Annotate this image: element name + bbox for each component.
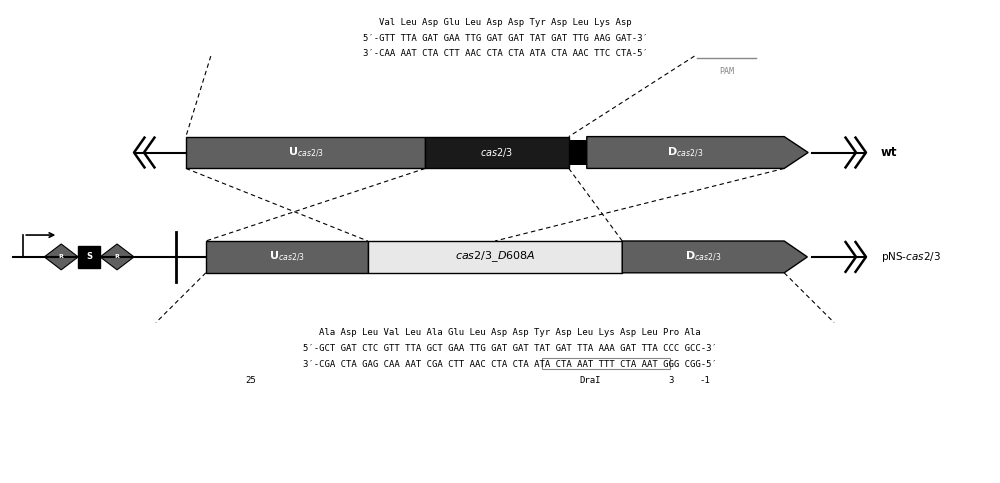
FancyBboxPatch shape — [186, 137, 425, 169]
Text: $\mathit{cas2/3}$: $\mathit{cas2/3}$ — [480, 146, 514, 159]
Polygon shape — [100, 244, 134, 270]
Text: Ala Asp Leu Val Leu Ala Glu Leu Asp Asp Tyr Asp Leu Lys Asp Leu Pro Ala: Ala Asp Leu Val Leu Ala Glu Leu Asp Asp … — [319, 328, 701, 337]
Polygon shape — [587, 137, 808, 169]
Text: 5′-GCT GAT CTC GTT TTA GCT GAA TTG GAT GAT TAT GAT TTA AAA GAT TTA CCC GCC-3′: 5′-GCT GAT CTC GTT TTA GCT GAA TTG GAT G… — [303, 344, 717, 353]
Text: U$_{\mathit{cas2/3}}$: U$_{\mathit{cas2/3}}$ — [269, 250, 305, 264]
Text: DraI: DraI — [579, 376, 601, 384]
Polygon shape — [44, 244, 78, 270]
Text: D$_{\mathit{cas2/3}}$: D$_{\mathit{cas2/3}}$ — [667, 145, 704, 159]
Text: PAM: PAM — [719, 67, 734, 76]
FancyBboxPatch shape — [78, 246, 100, 268]
Text: 3′-CAA AAT CTA CTT AAC CTA CTA ATA CTA AAC TTC CTA-5′: 3′-CAA AAT CTA CTT AAC CTA CTA ATA CTA A… — [363, 49, 647, 57]
Text: -1: -1 — [699, 376, 710, 384]
Text: R: R — [115, 255, 120, 259]
Text: R: R — [59, 255, 64, 259]
FancyBboxPatch shape — [368, 241, 622, 273]
Text: U$_{\mathit{cas2/3}}$: U$_{\mathit{cas2/3}}$ — [288, 145, 324, 159]
Polygon shape — [622, 241, 807, 273]
Text: 3: 3 — [669, 376, 674, 384]
FancyBboxPatch shape — [206, 241, 368, 273]
Text: wt: wt — [881, 146, 897, 159]
Text: Val Leu Asp Glu Leu Asp Asp Tyr Asp Leu Lys Asp: Val Leu Asp Glu Leu Asp Asp Tyr Asp Leu … — [379, 18, 631, 27]
Text: D$_{\mathit{cas2/3}}$: D$_{\mathit{cas2/3}}$ — [685, 250, 721, 264]
Text: pNS-$\mathit{cas2/3}$: pNS-$\mathit{cas2/3}$ — [881, 250, 941, 264]
FancyBboxPatch shape — [569, 140, 587, 165]
Text: 3′-CGA CTA GAG CAA AAT CGA CTT AAC CTA CTA ATA CTA AAT TTT CTA AAT GGG CGG-5′: 3′-CGA CTA GAG CAA AAT CGA CTT AAC CTA C… — [303, 360, 717, 369]
Text: S: S — [86, 253, 92, 261]
Text: 25: 25 — [245, 376, 256, 384]
Text: $\mathit{cas2/3\_D608A}$: $\mathit{cas2/3\_D608A}$ — [455, 250, 535, 264]
Text: 5′-GTT TTA GAT GAA TTG GAT GAT TAT GAT TTG AAG GAT-3′: 5′-GTT TTA GAT GAA TTG GAT GAT TAT GAT T… — [363, 34, 647, 43]
FancyBboxPatch shape — [425, 137, 569, 169]
